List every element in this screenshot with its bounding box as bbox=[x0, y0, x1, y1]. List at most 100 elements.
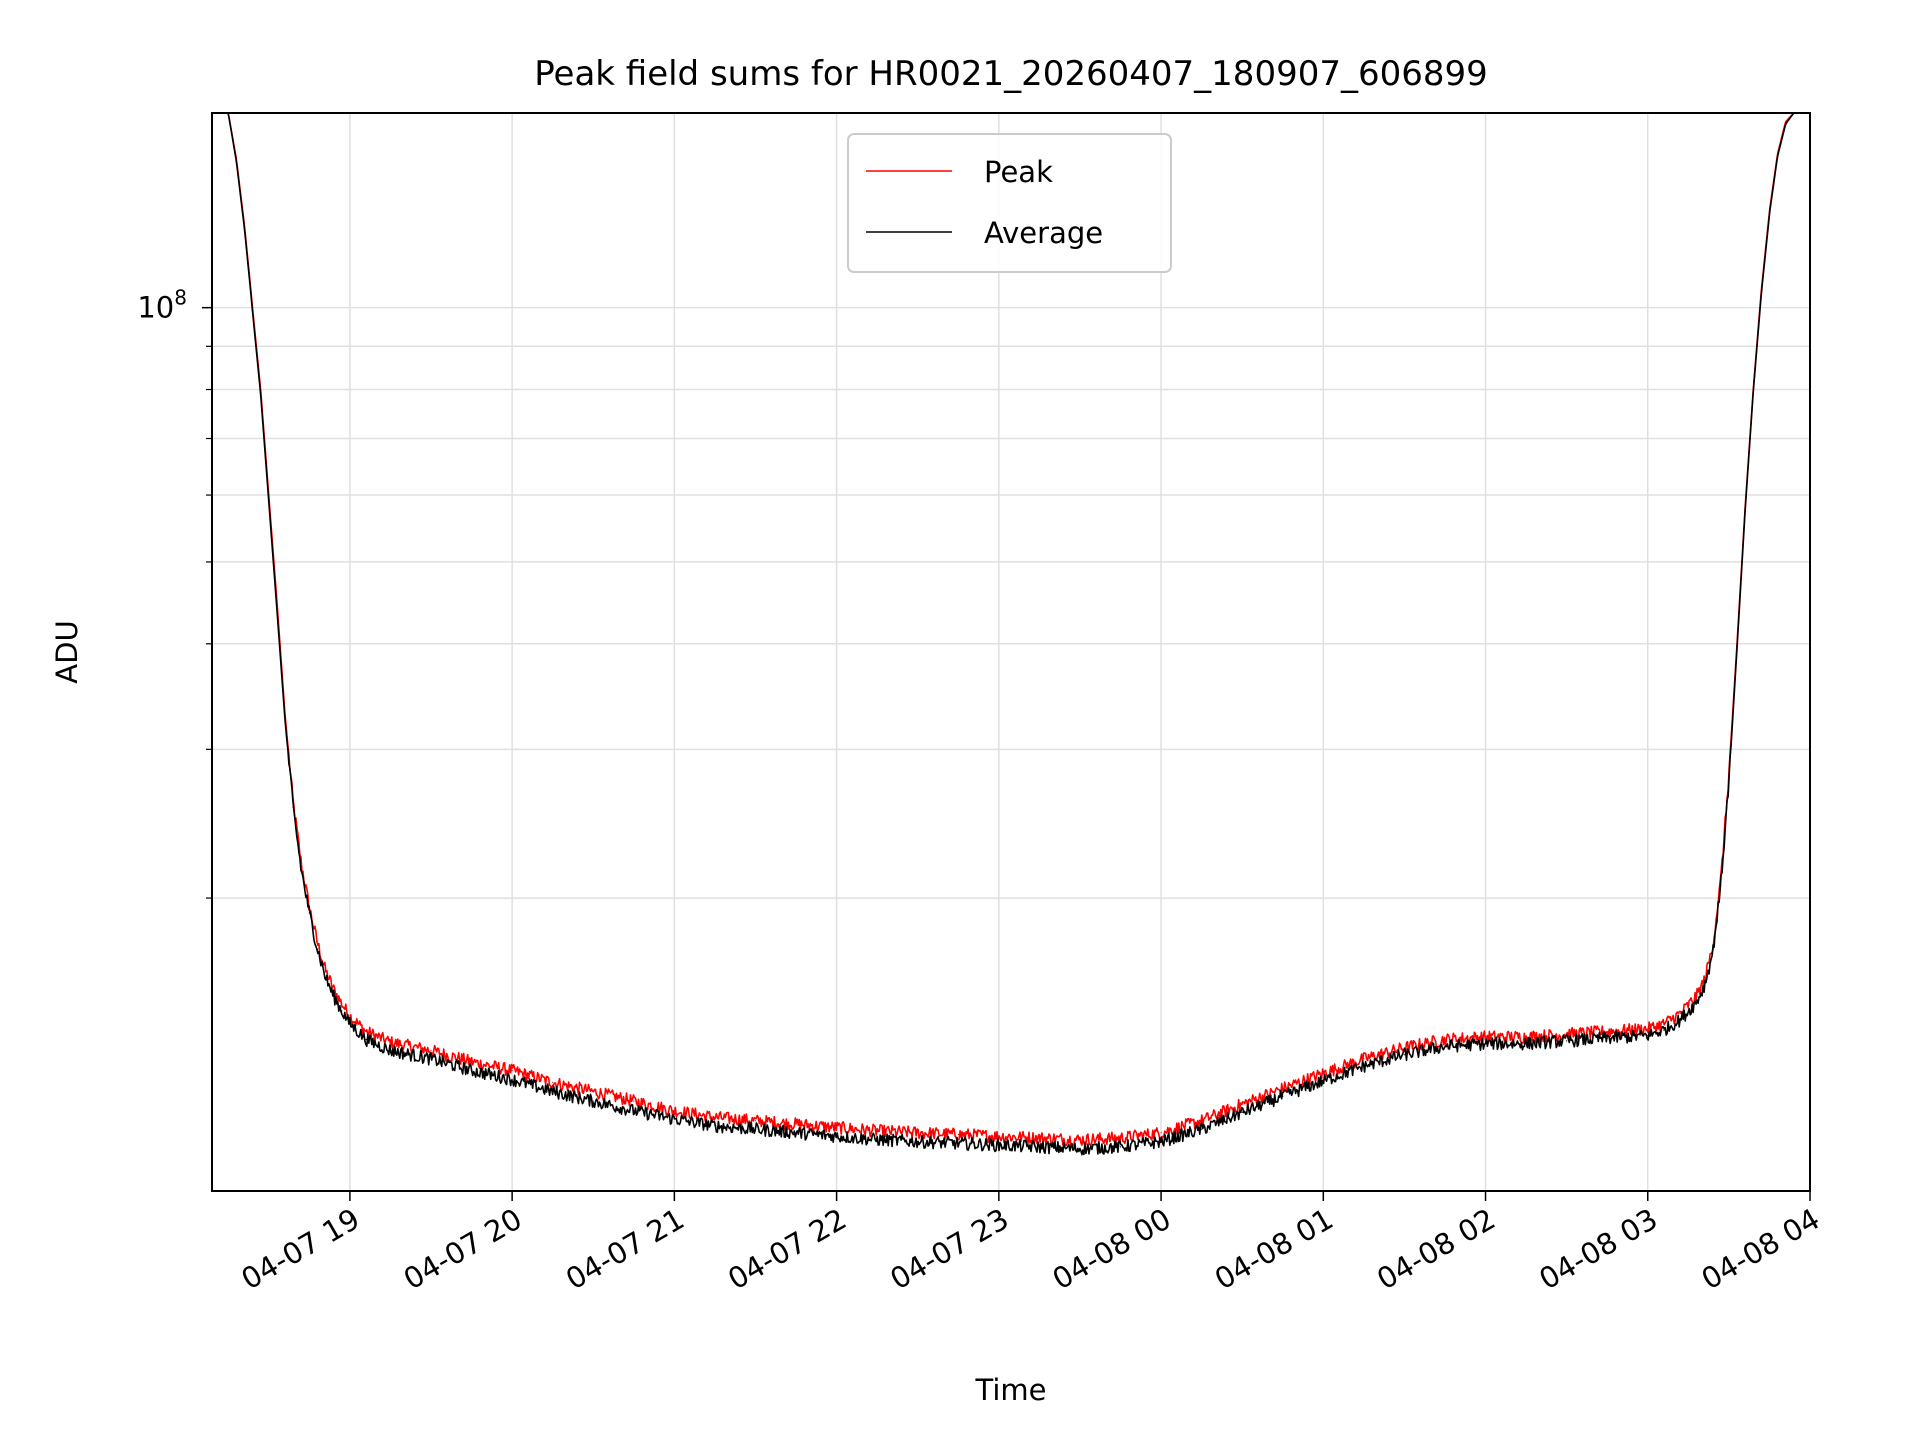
point-average bbox=[1079, 1148, 1081, 1150]
grid bbox=[212, 113, 1810, 1191]
point-peak bbox=[1647, 1028, 1649, 1030]
point-peak bbox=[1038, 1137, 1040, 1139]
point-peak bbox=[998, 1135, 1000, 1137]
point-average bbox=[836, 1135, 838, 1137]
point-average bbox=[1322, 1080, 1324, 1082]
point-peak bbox=[754, 1120, 757, 1122]
point-peak bbox=[389, 1041, 392, 1043]
point-average bbox=[333, 995, 335, 997]
point-average bbox=[308, 912, 310, 914]
point-peak bbox=[836, 1126, 838, 1129]
point-average bbox=[1785, 123, 1787, 125]
point-average bbox=[917, 1140, 919, 1143]
point-peak bbox=[511, 1069, 513, 1072]
point-average bbox=[1663, 1029, 1665, 1031]
point-average bbox=[252, 310, 254, 312]
point-average bbox=[292, 806, 294, 809]
point-peak bbox=[1201, 1120, 1203, 1122]
legend: Peak Average bbox=[847, 133, 1172, 273]
point-average bbox=[1363, 1065, 1365, 1067]
point-average bbox=[365, 1038, 367, 1041]
point-average bbox=[1760, 292, 1762, 294]
point-average bbox=[1119, 1146, 1122, 1148]
point-average bbox=[1038, 1146, 1040, 1148]
point-peak bbox=[957, 1133, 959, 1136]
point-peak bbox=[1679, 1012, 1681, 1015]
point-peak bbox=[1079, 1139, 1081, 1141]
point-average bbox=[714, 1125, 716, 1127]
point-average bbox=[235, 160, 237, 162]
point-average bbox=[276, 608, 278, 610]
point-peak bbox=[1444, 1038, 1446, 1041]
point-peak bbox=[1160, 1132, 1162, 1134]
point-peak bbox=[365, 1030, 367, 1033]
point-average bbox=[673, 1118, 676, 1120]
point-average bbox=[1241, 1111, 1243, 1113]
point-average bbox=[1201, 1128, 1203, 1130]
point-average bbox=[1695, 1001, 1697, 1004]
y-tick-label: 108 bbox=[137, 286, 187, 325]
point-peak bbox=[1663, 1023, 1665, 1025]
point-average bbox=[316, 948, 319, 950]
point-average bbox=[1720, 884, 1722, 887]
point-peak bbox=[673, 1110, 676, 1112]
point-peak bbox=[1119, 1137, 1122, 1139]
point-average bbox=[430, 1058, 432, 1060]
point-peak bbox=[1785, 121, 1787, 123]
point-peak bbox=[471, 1061, 473, 1063]
point-average bbox=[389, 1049, 392, 1052]
point-peak bbox=[633, 1100, 635, 1102]
y-axis-label: ADU bbox=[50, 620, 84, 683]
point-average bbox=[1403, 1054, 1405, 1056]
point-average bbox=[1728, 780, 1730, 782]
point-average bbox=[633, 1110, 635, 1112]
point-average bbox=[243, 228, 245, 230]
point-peak bbox=[714, 1116, 716, 1118]
point-peak bbox=[917, 1132, 919, 1134]
line-average bbox=[212, 112, 1810, 1156]
point-peak bbox=[341, 1003, 343, 1005]
point-peak bbox=[430, 1049, 432, 1052]
point-average bbox=[957, 1142, 959, 1144]
point-average bbox=[1744, 510, 1746, 512]
point-average bbox=[300, 869, 302, 871]
point-peak bbox=[316, 942, 319, 944]
point-peak bbox=[1606, 1030, 1608, 1033]
point-average bbox=[260, 393, 262, 395]
point-average bbox=[754, 1128, 757, 1130]
point-average bbox=[1160, 1140, 1162, 1143]
point-average bbox=[1703, 985, 1706, 987]
point-peak bbox=[1241, 1103, 1243, 1105]
point-average bbox=[511, 1078, 513, 1080]
point-average bbox=[471, 1069, 473, 1072]
point-average bbox=[795, 1132, 797, 1134]
point-peak bbox=[333, 988, 335, 990]
point-average bbox=[349, 1023, 351, 1025]
point-peak bbox=[325, 970, 327, 972]
point-average bbox=[1566, 1040, 1568, 1042]
point-peak bbox=[552, 1081, 554, 1083]
y-axis-ticks: 108 bbox=[137, 286, 212, 899]
point-average bbox=[592, 1100, 594, 1102]
legend-box bbox=[847, 133, 1172, 273]
point-peak bbox=[1525, 1036, 1527, 1038]
point-average bbox=[1768, 213, 1770, 215]
point-average bbox=[998, 1144, 1000, 1146]
legend-label-peak: Peak bbox=[984, 155, 1053, 189]
point-peak bbox=[876, 1130, 878, 1132]
point-peak bbox=[1363, 1058, 1365, 1060]
point-peak bbox=[1322, 1072, 1324, 1074]
point-average bbox=[1525, 1043, 1527, 1045]
axes-frame bbox=[211, 112, 1811, 1192]
legend-label-average: Average bbox=[984, 216, 1103, 250]
point-average bbox=[552, 1091, 554, 1093]
point-average bbox=[1679, 1019, 1681, 1021]
point-average bbox=[1606, 1037, 1608, 1039]
point-average bbox=[325, 977, 327, 979]
point-average bbox=[284, 719, 286, 721]
chart-title: Peak field sums for HR0021_20260407_1809… bbox=[534, 54, 1488, 94]
point-average bbox=[876, 1139, 878, 1141]
point-average bbox=[1777, 155, 1779, 158]
point-peak bbox=[349, 1015, 351, 1017]
